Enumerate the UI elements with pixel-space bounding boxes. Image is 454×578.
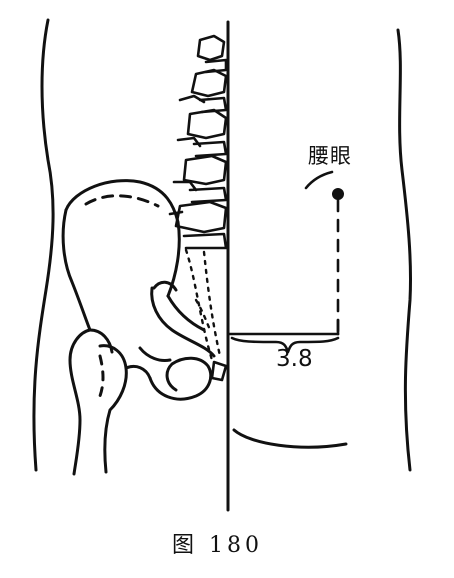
- measurement-label: 3.8: [276, 346, 313, 372]
- waist-eye-point: [332, 188, 344, 200]
- buttock-line: [232, 428, 348, 449]
- point-label-waist-eye: 腰眼: [308, 144, 352, 168]
- measure-bracket: [226, 318, 340, 354]
- torso-outline-left: [32, 18, 55, 472]
- coccyx: [210, 360, 228, 382]
- pelvis-ilium: [61, 179, 216, 358]
- femur: [68, 328, 213, 476]
- sacrum: [184, 248, 222, 362]
- figure-caption: 图 180: [172, 533, 263, 558]
- point-arc: [304, 170, 334, 190]
- vertebral-column: [168, 34, 228, 250]
- torso-outline-right: [396, 28, 413, 472]
